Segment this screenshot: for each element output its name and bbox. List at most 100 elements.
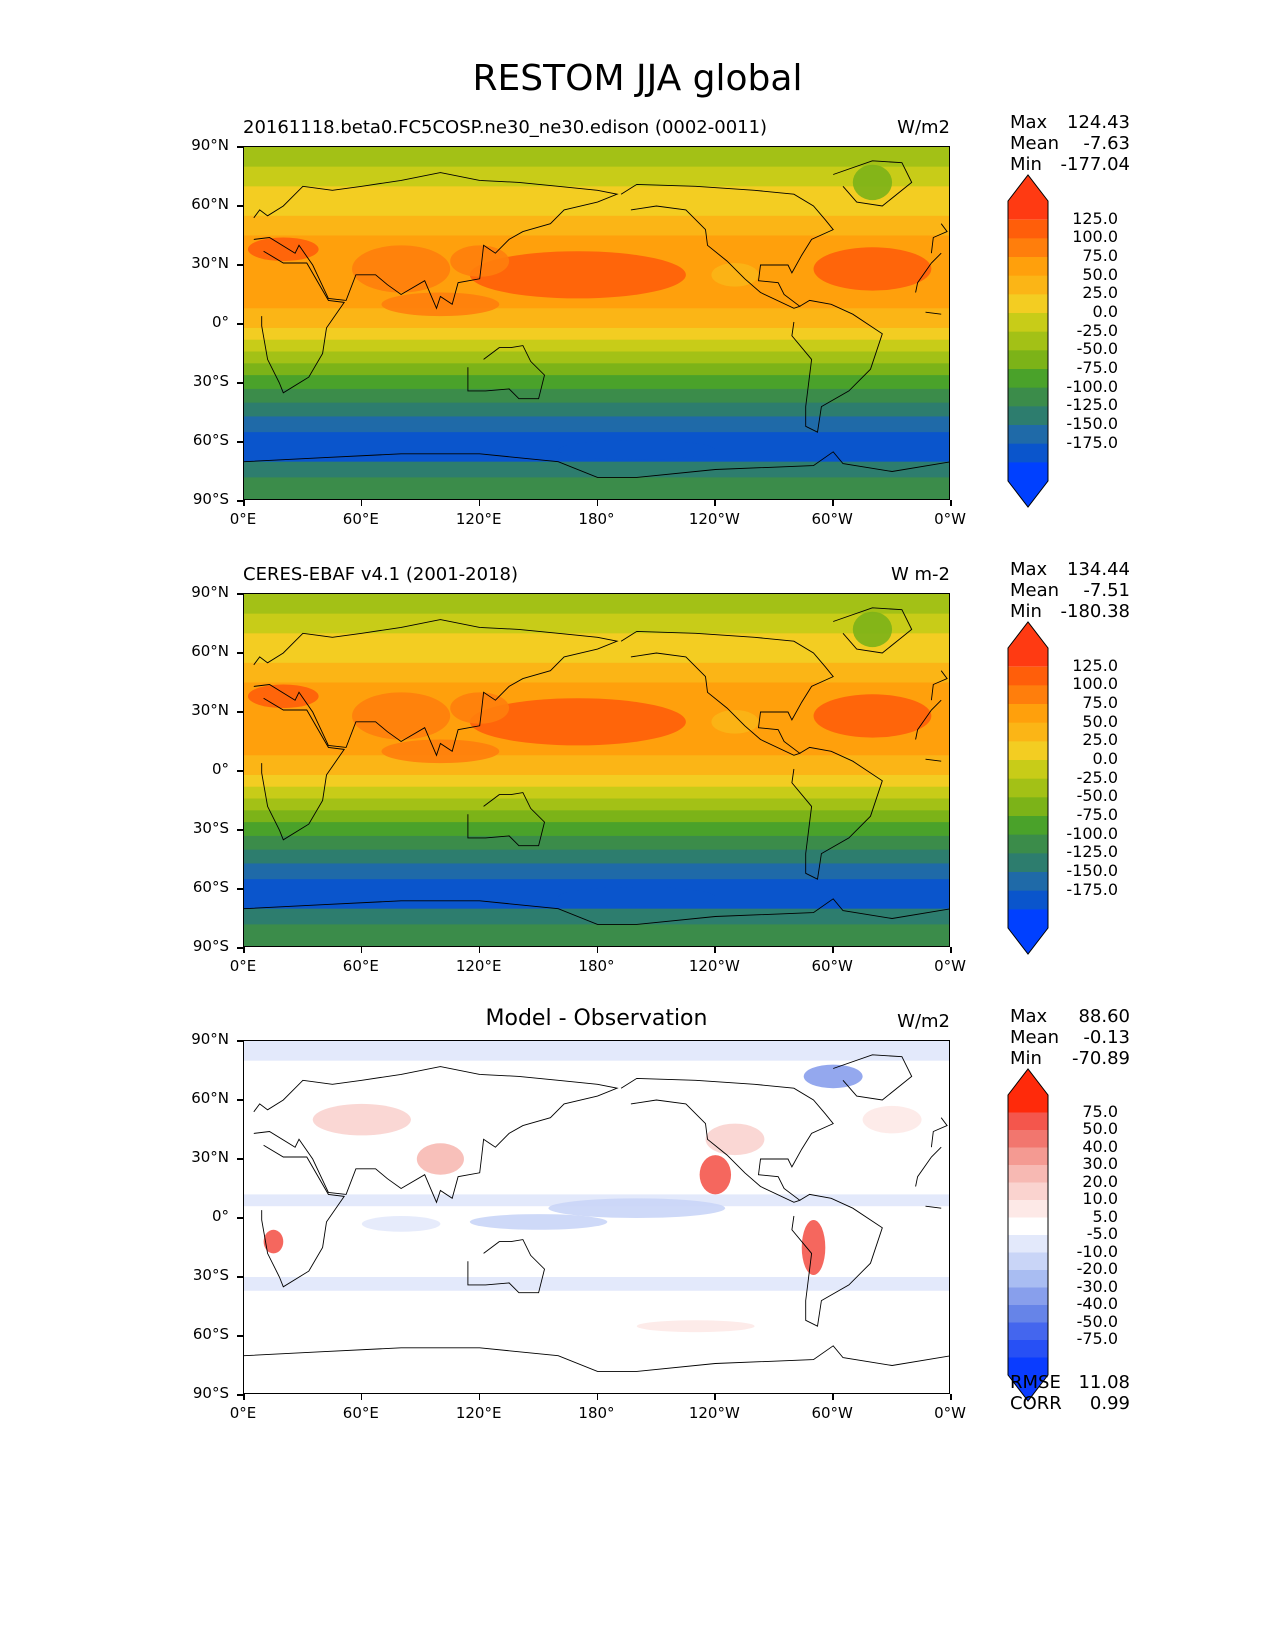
field-band-7	[244, 339, 949, 353]
lon-tick-label: 0°W	[934, 1404, 966, 1422]
colorbar-tick-label: -75.0	[1076, 1329, 1118, 1348]
field-hotspot-9	[361, 1216, 441, 1232]
colorbar-outline	[1007, 621, 1049, 955]
lon-tick-label: 180°	[578, 957, 615, 975]
field-band-16	[244, 924, 949, 946]
colorbar-tick-label: 50.0	[1082, 711, 1118, 731]
colorbar-tick-label: 50.0	[1082, 1119, 1118, 1138]
lon-tick-mark	[478, 500, 481, 506]
field-hotspot-0	[469, 698, 686, 746]
map-panel-obs	[243, 593, 950, 947]
lat-tick-label: 0°	[211, 313, 229, 331]
coastline-africa-2	[925, 758, 942, 762]
figure-title: RESTOM JJA global	[472, 58, 803, 99]
lon-tick-mark	[950, 947, 952, 953]
field-band-5	[244, 308, 949, 329]
colorbar-tick-label: -20.0	[1076, 1259, 1118, 1278]
lat-tick-mark	[237, 1217, 243, 1219]
field-band-7	[244, 786, 949, 800]
colorbar-tick-label: -125.0	[1066, 842, 1118, 862]
field-band-5	[244, 1277, 949, 1292]
colorbar-swatch-3	[1008, 257, 1048, 277]
coastline-greenland-0	[833, 160, 913, 207]
colorbar-swatch-10	[1008, 387, 1048, 407]
coastline-eurasia-0	[930, 670, 948, 701]
lon-tick-mark	[714, 947, 716, 953]
error-stat-value-rmse: 11.08	[1078, 1372, 1130, 1393]
field-band-15	[244, 461, 949, 478]
stat-label-min: Min	[1010, 154, 1042, 175]
field-hotspot-7	[558, 887, 716, 907]
colorbar-tick-label: -75.0	[1076, 805, 1118, 824]
colorbar-swatch-4	[1008, 275, 1048, 295]
colorbar-tick-label: 0.0	[1092, 302, 1118, 321]
lon-tick-label: 60°W	[811, 957, 853, 975]
error-stat-value-corr: 0.99	[1089, 1393, 1130, 1414]
field-band-12	[244, 402, 949, 417]
field-hotspot-3	[352, 692, 451, 740]
colorbar-tick-label: 75.0	[1082, 246, 1118, 265]
lat-tick-mark	[237, 205, 243, 207]
colorbar-swatch-6	[1008, 760, 1048, 780]
map-panel-diff	[243, 1040, 950, 1394]
coastline-greenland-0	[833, 607, 913, 654]
colorbar-tick-label: 25.0	[1082, 730, 1118, 750]
colorbar-tick-label: -100.0	[1066, 823, 1118, 843]
field-band-8	[244, 351, 949, 364]
lat-tick-mark	[237, 1394, 243, 1396]
field-band-2	[244, 633, 949, 664]
panel-title: 20161118.beta0.FC5COSP.ne30_ne30.edison …	[243, 117, 768, 138]
coastline-namerica-0	[620, 1077, 834, 1203]
field-band-4	[244, 1261, 949, 1278]
colorbar-swatch-0	[1008, 175, 1048, 220]
colorbar-swatch-2	[1008, 685, 1048, 705]
colorbar-swatch-8	[1008, 350, 1048, 370]
colorbar-swatch-11	[1008, 853, 1048, 873]
stat-value-min: -70.89	[1071, 1048, 1130, 1069]
colorbar-tick-label: 100.0	[1072, 227, 1118, 247]
colorbar-tick-label: -50.0	[1076, 786, 1118, 806]
lat-tick-label: 30°N	[191, 1148, 229, 1166]
field-hotspot-1	[801, 1219, 826, 1276]
stat-value-max: 88.60	[1078, 1006, 1130, 1027]
panel-units: W/m2	[897, 1011, 950, 1032]
colorbar-tick-label: 75.0	[1082, 1101, 1118, 1121]
coastline-samerica-0	[791, 299, 883, 433]
field-band-1	[244, 613, 949, 634]
field-band-12	[244, 849, 949, 864]
coastline-australia-0	[467, 1239, 545, 1294]
colorbar-swatch-1	[1008, 219, 1048, 239]
field-hotspot-8	[852, 611, 893, 648]
lat-tick-label: 0°	[211, 760, 229, 778]
lat-tick-mark	[237, 1276, 243, 1278]
lat-tick-mark	[237, 1158, 243, 1160]
lat-tick-mark	[237, 711, 243, 713]
stat-label-min: Min	[1010, 601, 1042, 622]
lon-tick-mark	[950, 1394, 952, 1400]
lat-tick-mark	[237, 1099, 243, 1101]
colorbar-tick-label: 25.0	[1082, 283, 1118, 303]
field-band-3	[244, 215, 949, 236]
lon-tick-label: 60°W	[811, 510, 853, 528]
lat-tick-label: 30°S	[192, 1266, 229, 1284]
lat-tick-label: 0°	[211, 1207, 229, 1225]
stat-label-max: Max	[1010, 559, 1048, 580]
lat-tick-label: 60°S	[192, 878, 229, 896]
lat-tick-mark	[237, 770, 243, 772]
lon-tick-label: 0°E	[229, 1404, 257, 1422]
colorbar-swatch-9	[1008, 369, 1048, 389]
lon-tick-mark	[243, 500, 245, 506]
coastline-africa-0	[915, 252, 942, 293]
colorbar-swatch-7	[1008, 331, 1048, 351]
colorbar-outline	[1007, 1068, 1049, 1402]
field-hotspot-10	[636, 1320, 755, 1333]
lon-tick-label: 120°E	[455, 1404, 502, 1422]
lon-tick-mark	[950, 500, 952, 506]
stat-label-max: Max	[1010, 112, 1048, 133]
field-hotspot-5	[705, 1123, 765, 1156]
field-hotspot-6	[381, 292, 500, 317]
colorbar-tick-label: -75.0	[1076, 358, 1118, 377]
colorbar-swatch-8	[1008, 1235, 1048, 1253]
field-hotspot-8	[852, 164, 893, 201]
lat-tick-label: 90°N	[191, 136, 229, 154]
